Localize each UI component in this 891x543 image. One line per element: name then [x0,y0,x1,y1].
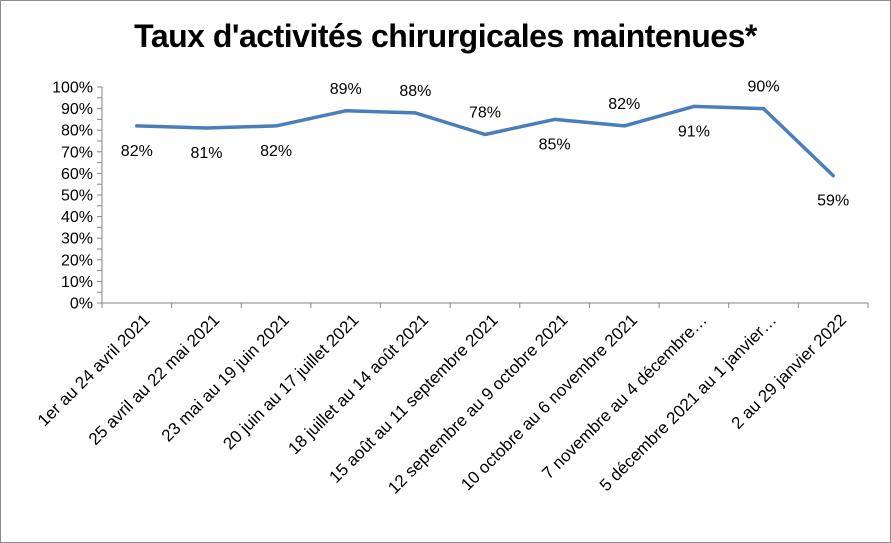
data-point [831,174,835,178]
data-labels: 82% 81% 82% 89% 88% 78% 85% 82% 91% 90% 59% [121,79,849,210]
data-point [553,117,557,121]
x-tick-label: 2 au 29 janvier 2022 [728,310,850,432]
data-label: 78% [469,105,501,122]
data-label: 82% [121,143,153,160]
y-tick-label: 30% [61,231,93,248]
data-label: 90% [748,79,780,96]
y-axis: 0% 10% 20% 30% 40% 50% 60% 70% 80% 90% 100% [52,80,103,313]
y-tick-label: 10% [61,274,93,291]
y-tick-label: 70% [61,144,93,161]
data-point [135,124,139,128]
data-label: 89% [330,81,362,98]
x-tick-label: 18 juillet au 14 août 2021 [284,310,432,458]
data-point [413,111,417,115]
y-tick-label: 20% [61,252,93,269]
y-tick-label: 60% [61,166,93,183]
data-label: 59% [817,193,849,210]
data-label: 85% [539,136,571,153]
y-tick-label: 50% [61,188,93,205]
data-point [622,124,626,128]
data-label: 91% [678,123,710,140]
data-label: 82% [260,143,292,160]
y-tick-label: 0% [70,296,93,313]
y-tick-label: 40% [61,209,93,226]
data-label: 82% [608,96,640,113]
chart-title: Taux d'activités chirurgicales maintenue… [134,18,757,54]
data-point [344,109,348,113]
x-tick-label: 25 avril au 22 mai 2021 [85,310,223,448]
data-label: 88% [399,83,431,100]
x-tick-label: 1er au 24 avril 2021 [34,310,154,430]
data-point [762,107,766,111]
data-point [692,104,696,108]
data-point [274,124,278,128]
x-tick-label: 20 juin au 17 juillet 2021 [219,310,362,453]
y-tick-label: 90% [61,101,93,118]
data-point [204,126,208,130]
series-group [135,104,835,178]
x-tick-label: 23 mai au 19 juin 2021 [158,310,293,445]
y-tick-label: 100% [52,80,93,97]
data-point [483,133,487,137]
data-label: 81% [190,145,222,162]
y-tick-label: 80% [61,123,93,140]
